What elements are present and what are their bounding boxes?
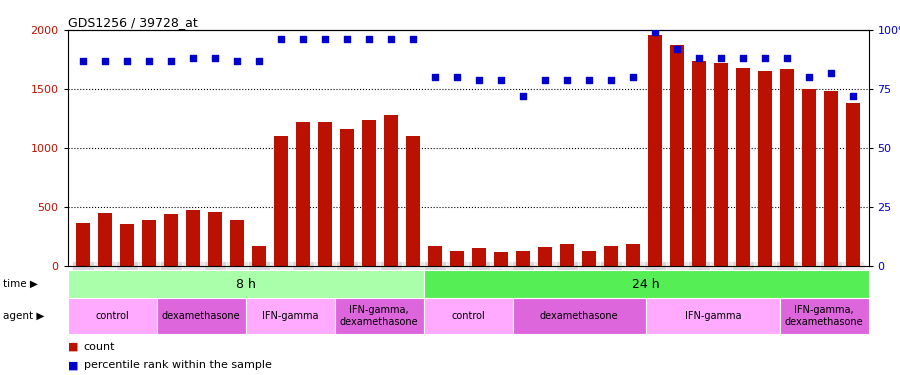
Point	[120, 58, 134, 64]
Text: 24 h: 24 h	[632, 278, 660, 291]
Bar	[335, 298, 424, 334]
Point	[362, 36, 376, 42]
Point	[428, 74, 442, 80]
Point	[472, 76, 486, 82]
Bar	[736, 68, 751, 266]
Bar	[538, 248, 553, 266]
Bar	[120, 224, 134, 266]
Bar	[604, 246, 618, 266]
Text: IFN-gamma,
dexamethasone: IFN-gamma, dexamethasone	[785, 305, 863, 327]
Bar	[714, 63, 728, 266]
Bar	[582, 251, 596, 266]
Bar	[274, 136, 288, 266]
Point	[516, 93, 530, 99]
Bar	[76, 222, 90, 266]
Point	[604, 76, 618, 82]
Bar	[758, 71, 772, 266]
Point	[780, 56, 795, 62]
Point	[340, 36, 355, 42]
Text: time ▶: time ▶	[3, 279, 38, 289]
Bar	[296, 122, 310, 266]
Point	[560, 76, 574, 82]
Bar	[646, 298, 779, 334]
Bar	[185, 210, 200, 266]
Bar	[648, 35, 662, 266]
Point	[252, 58, 266, 64]
Bar	[164, 214, 178, 266]
Point	[846, 93, 860, 99]
Bar	[246, 298, 335, 334]
Point	[98, 58, 112, 64]
Point	[185, 56, 200, 62]
Bar	[340, 129, 354, 266]
Text: ■: ■	[68, 360, 78, 370]
Bar	[142, 220, 156, 266]
Bar	[626, 244, 640, 266]
Bar	[424, 270, 868, 298]
Point	[824, 69, 838, 75]
Point	[714, 56, 728, 62]
Point	[141, 58, 156, 64]
Text: count: count	[84, 342, 115, 352]
Text: dexamethasone: dexamethasone	[162, 311, 240, 321]
Bar	[779, 298, 868, 334]
Bar	[512, 298, 646, 334]
Bar	[318, 122, 332, 266]
Point	[318, 36, 332, 42]
Point	[230, 58, 244, 64]
Point	[494, 76, 508, 82]
Bar	[362, 120, 376, 266]
Bar	[383, 115, 398, 266]
Text: control: control	[95, 311, 129, 321]
Bar	[230, 220, 244, 266]
Bar	[780, 69, 794, 266]
Bar	[516, 251, 530, 266]
Point	[208, 56, 222, 62]
Point	[581, 76, 596, 82]
Bar	[428, 246, 442, 266]
Text: ■: ■	[68, 342, 78, 352]
Bar	[68, 298, 157, 334]
Bar	[472, 248, 486, 266]
Text: IFN-gamma,
dexamethasone: IFN-gamma, dexamethasone	[339, 305, 418, 327]
Text: percentile rank within the sample: percentile rank within the sample	[84, 360, 272, 370]
Bar	[208, 212, 222, 266]
Point	[736, 56, 751, 62]
Point	[164, 58, 178, 64]
Point	[648, 29, 662, 35]
Point	[626, 74, 640, 80]
Bar	[98, 213, 112, 266]
Bar	[450, 251, 464, 266]
Point	[274, 36, 288, 42]
Bar	[670, 45, 684, 266]
Point	[296, 36, 310, 42]
Point	[670, 46, 684, 52]
Bar	[846, 103, 860, 266]
Bar	[68, 270, 424, 298]
Point	[538, 76, 553, 82]
Text: IFN-gamma: IFN-gamma	[262, 311, 319, 321]
Bar	[406, 136, 420, 266]
Bar	[252, 246, 266, 266]
Text: IFN-gamma: IFN-gamma	[685, 311, 741, 321]
Text: control: control	[451, 311, 485, 321]
Bar	[424, 298, 512, 334]
Bar	[824, 92, 838, 266]
Point	[406, 36, 420, 42]
Text: dexamethasone: dexamethasone	[540, 311, 618, 321]
Bar	[802, 89, 816, 266]
Point	[450, 74, 464, 80]
Text: GDS1256 / 39728_at: GDS1256 / 39728_at	[68, 16, 197, 29]
Bar	[692, 61, 706, 266]
Bar	[494, 252, 508, 266]
Point	[758, 56, 772, 62]
Point	[383, 36, 398, 42]
Bar	[560, 244, 574, 266]
Point	[802, 74, 816, 80]
Text: 8 h: 8 h	[236, 278, 256, 291]
Point	[76, 58, 90, 64]
Text: agent ▶: agent ▶	[3, 311, 44, 321]
Bar	[157, 298, 246, 334]
Point	[692, 56, 706, 62]
